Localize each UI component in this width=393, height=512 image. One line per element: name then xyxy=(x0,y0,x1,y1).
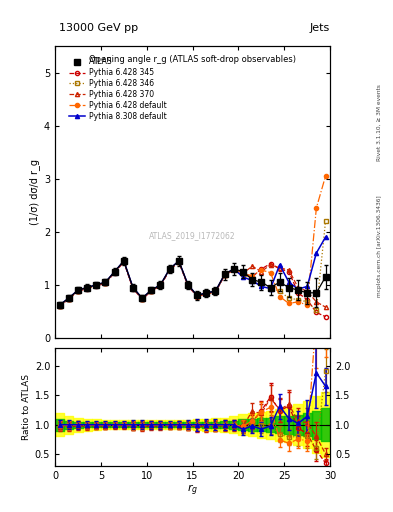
Y-axis label: (1/σ) dσ/d r_g: (1/σ) dσ/d r_g xyxy=(29,159,40,225)
X-axis label: $r_g$: $r_g$ xyxy=(187,482,198,498)
Text: Jets: Jets xyxy=(310,23,330,33)
Text: Opening angle r_g (ATLAS soft-drop observables): Opening angle r_g (ATLAS soft-drop obser… xyxy=(89,55,296,64)
Text: 13000 GeV pp: 13000 GeV pp xyxy=(59,23,138,33)
Legend: ATLAS, Pythia 6.428 345, Pythia 6.428 346, Pythia 6.428 370, Pythia 6.428 defaul: ATLAS, Pythia 6.428 345, Pythia 6.428 34… xyxy=(67,56,169,122)
Text: Rivet 3.1.10, ≥ 3M events: Rivet 3.1.10, ≥ 3M events xyxy=(377,84,382,161)
Y-axis label: Ratio to ATLAS: Ratio to ATLAS xyxy=(22,374,31,440)
Text: ATLAS_2019_I1772062: ATLAS_2019_I1772062 xyxy=(149,231,236,240)
Text: mcplots.cern.ch [arXiv:1306.3436]: mcplots.cern.ch [arXiv:1306.3436] xyxy=(377,195,382,296)
